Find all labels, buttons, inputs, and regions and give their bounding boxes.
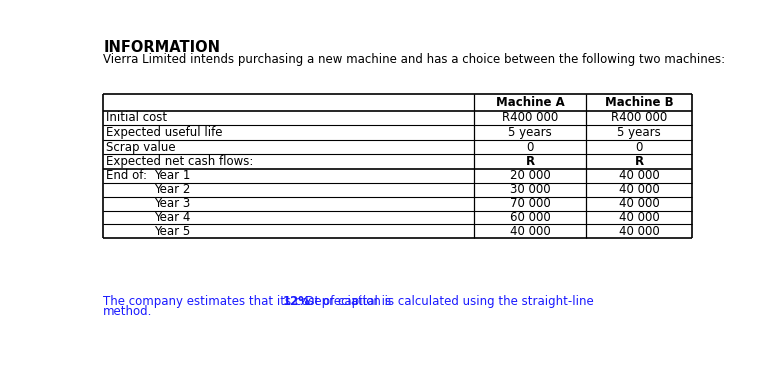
Text: The company estimates that its cost of capital is: The company estimates that its cost of c… xyxy=(103,294,395,308)
Text: Expected net cash flows:: Expected net cash flows: xyxy=(106,155,254,168)
Text: 40 000: 40 000 xyxy=(510,225,551,238)
Text: 40 000: 40 000 xyxy=(618,169,660,182)
Text: 0: 0 xyxy=(636,141,643,154)
Text: End of:: End of: xyxy=(106,169,147,182)
Text: Year 1: Year 1 xyxy=(154,169,191,182)
Text: 12%: 12% xyxy=(282,294,310,308)
Text: R: R xyxy=(525,155,535,168)
Text: Expected useful life: Expected useful life xyxy=(106,126,223,139)
Text: method.: method. xyxy=(103,306,153,318)
Text: 60 000: 60 000 xyxy=(510,211,551,224)
Text: 30 000: 30 000 xyxy=(510,183,550,196)
Text: 20 000: 20 000 xyxy=(510,169,551,182)
Text: INFORMATION: INFORMATION xyxy=(103,40,220,55)
Text: 40 000: 40 000 xyxy=(618,225,660,238)
Text: Machine A: Machine A xyxy=(496,96,565,108)
Text: Year 4: Year 4 xyxy=(154,211,191,224)
Text: Initial cost: Initial cost xyxy=(106,111,168,124)
Text: 5 years: 5 years xyxy=(508,126,552,139)
Text: 40 000: 40 000 xyxy=(618,183,660,196)
Text: Scrap value: Scrap value xyxy=(106,141,176,154)
Text: Vierra Limited intends purchasing a new machine and has a choice between the fol: Vierra Limited intends purchasing a new … xyxy=(103,53,726,66)
Text: 0: 0 xyxy=(527,141,534,154)
Text: R400 000: R400 000 xyxy=(611,111,667,124)
Text: 5 years: 5 years xyxy=(617,126,661,139)
Text: Year 3: Year 3 xyxy=(154,197,191,210)
Text: Year 2: Year 2 xyxy=(154,183,191,196)
Text: Year 5: Year 5 xyxy=(154,225,191,238)
Text: R: R xyxy=(635,155,643,168)
Text: 70 000: 70 000 xyxy=(510,197,551,210)
Text: Machine B: Machine B xyxy=(605,96,674,108)
Text: R400 000: R400 000 xyxy=(502,111,559,124)
Text: 40 000: 40 000 xyxy=(618,211,660,224)
Text: .  Depreciation is calculated using the straight-line: . Depreciation is calculated using the s… xyxy=(294,294,594,308)
Text: 40 000: 40 000 xyxy=(618,197,660,210)
